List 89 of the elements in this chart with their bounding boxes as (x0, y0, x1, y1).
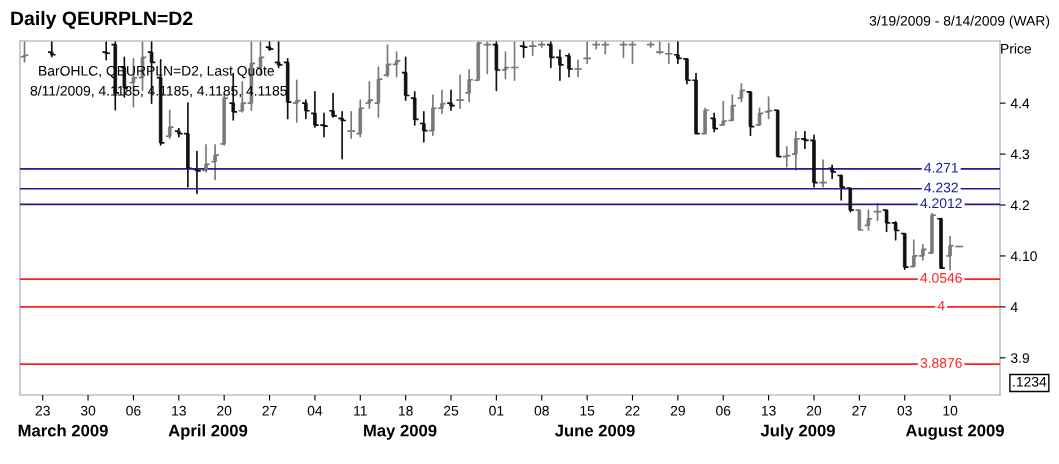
candlestick (891, 220, 901, 241)
x-tick-label: 11 (354, 405, 367, 416)
candlestick (700, 107, 710, 135)
ref-line-label: 4.0546 (920, 272, 962, 283)
text: June 2009 (554, 424, 635, 437)
candlestick (446, 89, 456, 112)
ref-line-label: 3.8876 (920, 358, 962, 368)
chart-title: Daily QEURPLN=D2 (11, 10, 193, 30)
x-tick-label: 29 (670, 405, 685, 416)
candlestick (791, 130, 801, 171)
y-tick-label: 4.4 (1010, 98, 1030, 109)
x-tick-label: 22 (625, 405, 640, 416)
x-tick-label: 25 (443, 405, 459, 416)
x-tick-label: 20 (217, 405, 232, 416)
x-tick-label: 10 (943, 405, 958, 416)
candlestick (264, 41, 275, 52)
candlestick (718, 100, 728, 126)
x-tick-label: 01 (489, 405, 504, 416)
candlestick (47, 41, 57, 58)
candlestick (201, 144, 211, 173)
candlestick (373, 66, 384, 118)
ref-line-label: 4.232 (924, 182, 958, 193)
candlestick (763, 96, 774, 120)
candlestick (727, 94, 737, 122)
candlestick (491, 41, 502, 92)
text: .1234 (1013, 376, 1047, 387)
ref-line-label: 4.2012 (920, 198, 962, 209)
candlestick (927, 212, 937, 255)
candlestick (500, 51, 511, 80)
text: May 2009 (364, 424, 437, 440)
y-tick-label: 4.2 (1010, 200, 1030, 211)
text: 3/19/2009 - 8/14/2009 (WAR) (869, 15, 1050, 29)
x-tick-label: 15 (580, 405, 595, 416)
candlestick (709, 112, 719, 133)
y-tick-label: 4 (1010, 302, 1018, 312)
candlestick (165, 109, 175, 140)
candlestick (210, 144, 220, 181)
candlestick (20, 41, 30, 63)
candlestick (337, 110, 347, 160)
candlestick (782, 146, 792, 168)
candlestick (192, 150, 202, 195)
candlestick (736, 82, 747, 103)
candlestick (273, 41, 284, 69)
x-tick-label: 06 (126, 405, 141, 416)
text: March 2009 (18, 424, 108, 437)
candlestick (364, 80, 374, 110)
text: August 2009 (905, 424, 1004, 440)
candlestick (863, 209, 874, 231)
x-tick-label: 27 (852, 405, 867, 416)
x-tick-label: 13 (761, 405, 776, 416)
ref-line-label: 4 (937, 300, 945, 311)
x-tick-label: 06 (716, 405, 731, 416)
candlestick (101, 41, 111, 61)
y-tick-label: 4.3 (1010, 149, 1030, 160)
candlestick (754, 107, 765, 126)
ref-line-label: 4.271 (924, 162, 958, 173)
y-tick-label: 3.9 (1010, 353, 1030, 363)
candlestick (301, 99, 311, 120)
candlestick (936, 217, 946, 270)
x-tick-label: 08 (534, 405, 549, 416)
candlestick (900, 232, 910, 271)
candlestick (355, 99, 365, 138)
candlestick (881, 209, 892, 233)
x-tick-label: 27 (262, 405, 277, 416)
x-tick-label: 30 (80, 405, 96, 416)
y-tick-label: 4.10 (1010, 251, 1037, 262)
candlestick (292, 79, 302, 123)
candlestick (518, 41, 529, 59)
candlestick (854, 209, 864, 231)
x-tick-label: 23 (35, 405, 50, 416)
candlestick (328, 92, 338, 118)
candlestick (382, 44, 393, 78)
candlestick (391, 51, 402, 78)
candlestick (410, 91, 420, 126)
candlestick (528, 41, 538, 57)
x-tick-label: 20 (806, 405, 822, 416)
candlestick (419, 110, 429, 143)
x-tick-label: 03 (897, 405, 912, 416)
text: July 2009 (760, 424, 835, 440)
x-tick-label: 18 (398, 405, 413, 416)
candlestick (401, 56, 411, 101)
x-tick-label: 13 (172, 405, 186, 416)
candlestick (564, 52, 574, 78)
candlestick (745, 91, 756, 137)
candlestick (827, 164, 837, 180)
x-tick-label: 04 (307, 405, 323, 416)
text: April 2009 (168, 424, 248, 440)
candlestick (773, 109, 783, 158)
y-axis-title: Price (1001, 43, 1032, 54)
